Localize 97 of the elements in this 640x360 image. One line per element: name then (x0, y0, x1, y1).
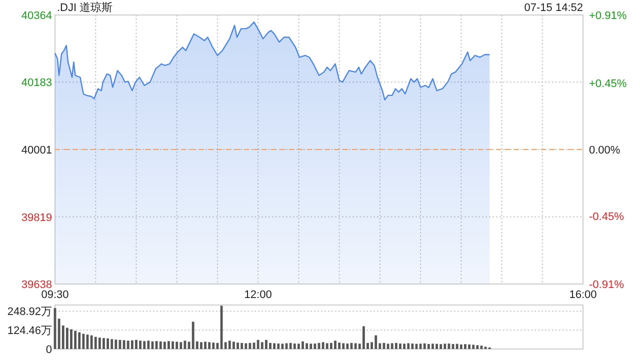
bar (403, 344, 406, 349)
bar (82, 334, 85, 349)
y-tick-label: 40364 (21, 10, 52, 22)
bar (180, 342, 182, 349)
bar (444, 344, 446, 349)
bar (232, 342, 235, 349)
bar (256, 340, 260, 349)
bar (293, 344, 296, 349)
bar (74, 330, 77, 349)
bar (240, 342, 244, 349)
text: 07-15 14:52 (524, 2, 583, 14)
bar (326, 343, 328, 349)
bar (159, 341, 162, 349)
bar (122, 340, 126, 349)
bar (110, 339, 114, 349)
bar (208, 342, 211, 349)
bar (176, 342, 178, 349)
x-tick-label: 12:00 (244, 289, 272, 301)
bar (468, 344, 470, 349)
bar (273, 343, 276, 349)
bar (427, 344, 430, 349)
bar (390, 343, 394, 349)
y2-tick-label: 0.00% (589, 144, 620, 156)
y-tick-label: 124.46万 (7, 325, 52, 338)
bar (394, 342, 398, 349)
y2-tick-label: -0.91% (589, 279, 624, 291)
y-tick-label: 40001 (21, 144, 52, 156)
bar (269, 342, 272, 349)
bar (456, 344, 458, 349)
bar (244, 343, 248, 349)
bar (192, 322, 194, 349)
y-tick-label: 39638 (21, 279, 52, 291)
bar (362, 326, 365, 349)
bar (130, 340, 134, 349)
bar (342, 343, 345, 349)
bar (212, 342, 215, 349)
bar (354, 343, 357, 349)
bar (200, 342, 202, 349)
bar (70, 329, 72, 349)
bar (172, 341, 174, 349)
bar (143, 341, 146, 349)
bar (432, 344, 434, 349)
bar (314, 344, 316, 349)
bar (163, 342, 166, 349)
bar (102, 338, 105, 349)
bar (135, 340, 138, 349)
bar (228, 340, 231, 349)
bar (236, 342, 239, 349)
bar (265, 340, 268, 349)
bar (66, 328, 68, 349)
bar (204, 342, 206, 349)
x-tick-label: 09:30 (41, 289, 69, 301)
bar (338, 342, 341, 349)
bar (306, 343, 308, 349)
bar (78, 332, 81, 349)
bar (224, 342, 227, 349)
y-tick-label: 39819 (21, 212, 52, 224)
bar (464, 344, 466, 349)
y-tick-label: 40183 (21, 77, 52, 90)
bar (440, 344, 442, 349)
bar (297, 344, 300, 349)
x-tick-label: 16:00 (569, 289, 597, 301)
bar (476, 345, 479, 349)
y2-tick-label: +0.91% (589, 10, 627, 22)
bar (147, 340, 150, 349)
bar (168, 341, 170, 349)
bar (334, 340, 336, 349)
bar (98, 338, 101, 349)
bar (374, 335, 378, 349)
bar (436, 344, 438, 349)
bar (322, 342, 324, 349)
bar (460, 344, 462, 349)
chart-title: .DJI 道琼斯 (57, 1, 113, 14)
y-tick-label: 0 (46, 344, 52, 356)
bar (277, 344, 280, 349)
bar (289, 342, 292, 349)
bar (423, 343, 426, 349)
bar (407, 343, 410, 349)
bar (126, 340, 130, 349)
y2-tick-label: -0.45% (589, 211, 624, 224)
y-tick-label: 248.92万 (7, 306, 52, 318)
bar (386, 344, 390, 349)
bar (94, 336, 97, 349)
bar (114, 340, 118, 349)
bar (330, 342, 332, 349)
bar (399, 344, 402, 349)
bar (90, 335, 93, 349)
bar (139, 340, 142, 349)
bar (58, 318, 60, 349)
bar (472, 344, 475, 349)
bar (310, 344, 312, 349)
bar (106, 338, 109, 349)
bar (346, 344, 349, 349)
bar (260, 342, 264, 349)
bar (302, 341, 304, 349)
bar (411, 344, 414, 349)
y2-tick-label: +0.45% (589, 78, 627, 90)
